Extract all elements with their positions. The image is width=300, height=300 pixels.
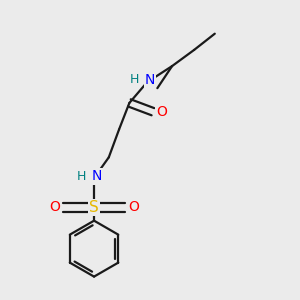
Text: O: O [156, 105, 167, 119]
Text: N: N [92, 169, 102, 184]
Text: H: H [130, 74, 140, 86]
Text: H: H [77, 170, 86, 183]
Text: O: O [128, 200, 139, 214]
Text: O: O [50, 200, 60, 214]
Text: S: S [89, 200, 99, 215]
Text: N: N [145, 73, 155, 87]
